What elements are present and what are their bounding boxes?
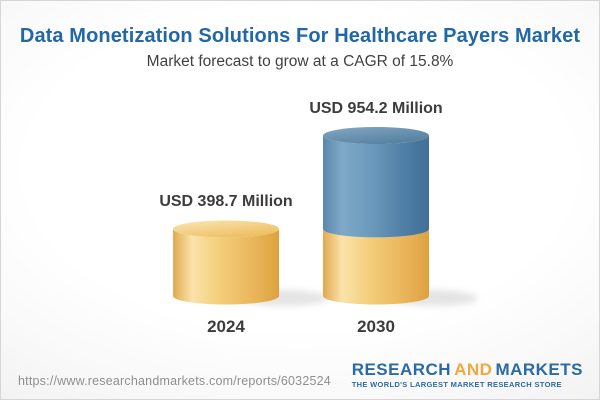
logo-wordmark: RESEARCH AND MARKETS (352, 361, 583, 379)
cylinder-segment-blue (323, 135, 429, 238)
cylinder-lid (173, 220, 279, 238)
logo-tagline: THE WORLD'S LARGEST MARKET RESEARCH STOR… (351, 380, 562, 389)
bar-value-label-1: USD 954.2 Million (309, 100, 443, 117)
page-title: Data Monetization Solutions For Healthca… (19, 25, 581, 47)
cylinder-lid (323, 127, 429, 144)
bar-value-label-0: USD 398.7 Million (159, 193, 293, 211)
research-and-markets-logo: RESEARCH AND MARKETS THE WORLD'S LARGEST M… (351, 361, 583, 390)
logo-word-markets: MARKETS (495, 360, 583, 379)
logo-word-research: RESEARCH (351, 360, 452, 379)
page-subtitle: Market forecast to grow at a CAGR of 15.… (146, 53, 454, 70)
logo-word-and: AND (454, 360, 493, 379)
cylinder-segment-gold (323, 228, 429, 305)
report-url: https://www.researchandmarkets.com/repor… (18, 374, 331, 388)
bar-category-label-1: 2030 (357, 317, 395, 336)
bar-category-label-0: 2024 (207, 317, 245, 336)
cylinder-segment-gold (173, 228, 279, 305)
